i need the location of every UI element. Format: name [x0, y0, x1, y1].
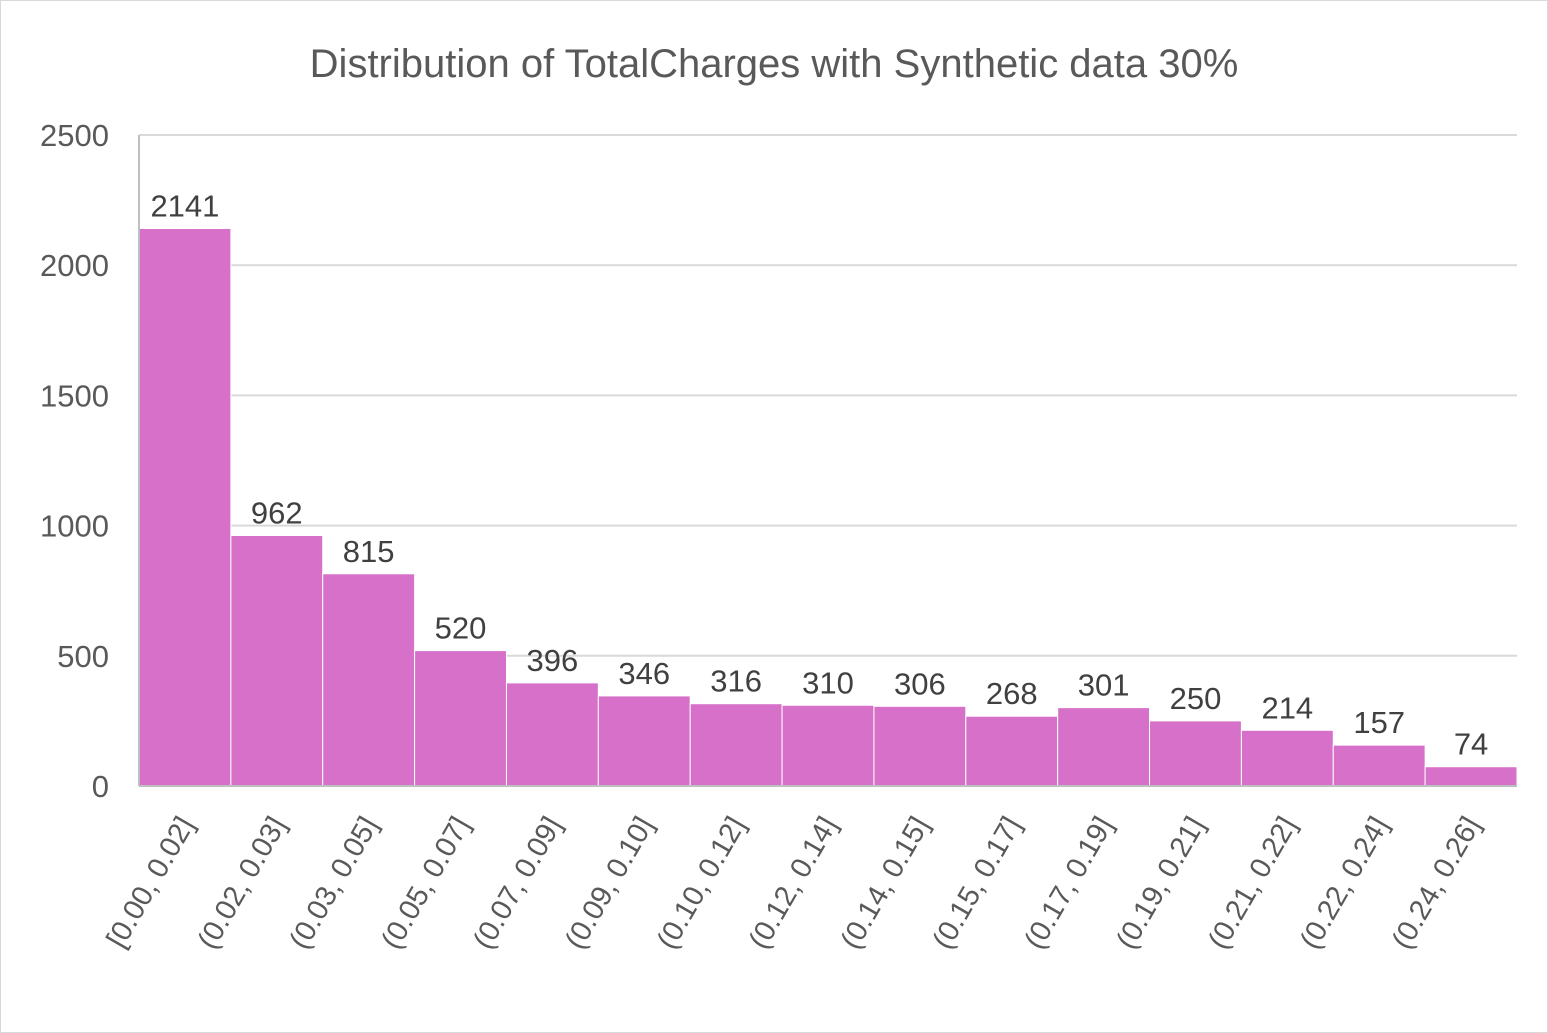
y-tick-label: 1500 [40, 378, 109, 413]
bar [414, 650, 507, 787]
x-tick-label: (0.05, 0.07] [376, 812, 477, 955]
y-tick-label: 500 [57, 639, 109, 674]
y-tick-label: 1000 [40, 509, 109, 544]
bar [965, 715, 1059, 787]
data-label: 268 [986, 676, 1038, 711]
x-tick-label: (0.21, 0.22] [1202, 812, 1303, 955]
x-tick-label: (0.24, 0.26] [1386, 812, 1487, 955]
x-tick-label: (0.22, 0.24] [1294, 812, 1395, 955]
data-label: 214 [1261, 690, 1313, 725]
bar [322, 573, 416, 787]
bar [1240, 729, 1334, 787]
bar [505, 682, 599, 787]
data-label: 74 [1454, 727, 1488, 762]
data-label: 815 [343, 534, 395, 569]
data-label: 301 [1078, 668, 1130, 703]
x-tick-label: [0.00, 0.02] [101, 812, 201, 954]
data-label: 346 [618, 656, 670, 691]
data-label: 157 [1353, 705, 1405, 740]
bar [873, 705, 967, 787]
y-tick-label: 2000 [40, 248, 109, 283]
x-tick-label: (0.03, 0.05] [284, 812, 385, 955]
bar [781, 704, 875, 787]
x-tick-label: (0.07, 0.09] [467, 812, 568, 955]
y-tick-label: 0 [92, 769, 109, 804]
bar [1332, 744, 1426, 787]
chart-title: Distribution of TotalCharges with Synthe… [310, 42, 1239, 86]
bar [689, 703, 783, 787]
x-tick-label: (0.02, 0.03] [192, 812, 293, 955]
data-label: 962 [251, 495, 303, 530]
bar [597, 695, 691, 787]
bar [138, 227, 232, 787]
y-tick-label: 2500 [40, 118, 109, 153]
data-label: 520 [435, 611, 487, 646]
x-tick-label: (0.14, 0.15] [835, 812, 936, 955]
bar [230, 534, 324, 787]
x-tick-label: (0.10, 0.12] [651, 812, 752, 955]
data-label: 306 [894, 666, 946, 701]
data-label: 250 [1170, 681, 1222, 716]
x-tick-label: (0.19, 0.21] [1110, 812, 1211, 955]
bars [138, 227, 1518, 787]
axes [138, 135, 1517, 787]
bar [1149, 720, 1242, 787]
data-label: 310 [802, 665, 854, 700]
x-tick-label: (0.09, 0.10] [559, 812, 660, 955]
bar [1057, 707, 1151, 787]
bar [1424, 766, 1518, 787]
data-label: 316 [710, 664, 762, 699]
data-label: 2141 [150, 188, 219, 223]
data-label: 396 [527, 643, 579, 678]
x-tick-label: (0.12, 0.14] [743, 812, 844, 955]
x-tick-label: (0.15, 0.17] [927, 812, 1028, 955]
gridlines [139, 134, 1517, 657]
x-tick-label: (0.17, 0.19] [1019, 812, 1120, 955]
